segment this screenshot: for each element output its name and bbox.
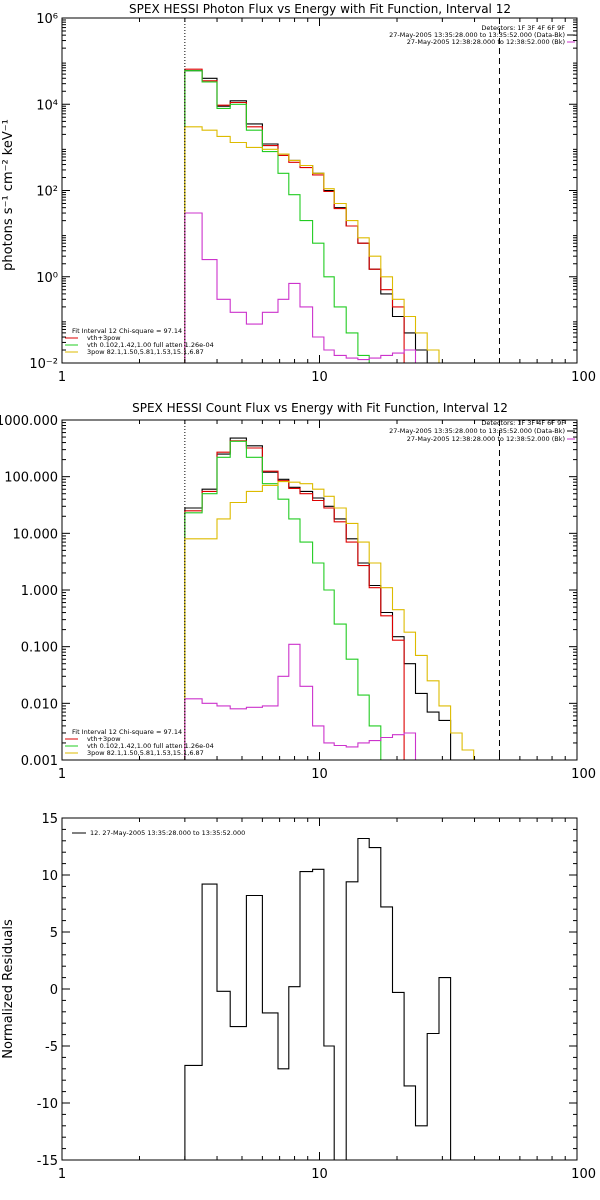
photon-series-2: [184, 70, 381, 364]
photon-legend-bottom: Fit Interval 12 Chi-square = 97.14 vth+3…: [65, 327, 214, 356]
count-legend-top-1: 27-May-2005 13:35:28.000 to 13:35:52.000…: [389, 427, 565, 435]
count-y-tick-label: 0.010: [21, 697, 58, 712]
count-y-tick-label: 0.001: [21, 754, 58, 769]
count-y-tick-label: 1000.000: [0, 414, 58, 429]
photon-y-ticks: 10⁻² 10⁰ 10² 10⁴ 10⁶: [29, 12, 577, 372]
residuals-y-tick-label: 10: [41, 869, 58, 884]
photon-legend-top-1: 27-May-2005 13:35:28.000 to 13:35:52.000…: [389, 31, 565, 39]
count-legend-top-0: Detectors: 1F 3F 4F 6F 9F: [481, 419, 565, 427]
count-series-1: [184, 440, 405, 760]
count-series-2: [184, 440, 393, 761]
residuals-series-group: [184, 837, 452, 1161]
count-x-tick-label: 10: [311, 767, 328, 782]
photon-legend-top: Detectors: 1F 3F 4F 6F 9F 27-May-2005 13…: [389, 24, 575, 46]
residuals-y-tick-label: 0: [50, 983, 58, 998]
residuals-y-tick-label: -15: [37, 1154, 58, 1169]
photon-x-tick-label: 1: [58, 370, 66, 385]
residuals-y-tick-label: 5: [50, 926, 58, 941]
photon-legend-bottom-1: vth+3pow: [87, 334, 121, 342]
photon-flux-panel: SPEX HESSI Photon Flux vs Energy with Fi…: [1, 2, 596, 385]
count-series-3: [184, 481, 486, 761]
residuals-x-ticks: 1 10 100: [58, 818, 596, 1182]
photon-chart-title: SPEX HESSI Photon Flux vs Energy with Fi…: [129, 2, 511, 16]
count-y-tick-label: 10.000: [13, 527, 59, 542]
residuals-x-tick-label: 1: [58, 1167, 66, 1182]
photon-x-ticks: 1 10 100: [58, 18, 596, 385]
photon-series-1: [184, 68, 405, 363]
count-y-tick-label: 100.000: [4, 471, 58, 486]
count-y-tick-label: 1.000: [21, 584, 58, 599]
count-legend-top-2: 27-May-2005 12:38:28.000 to 12:38:52.000…: [407, 435, 565, 443]
photon-y-tick-label: 10⁰: [36, 271, 58, 286]
photon-y-tick-label: 10²: [36, 185, 58, 200]
residuals-y-tick-label: -10: [37, 1097, 58, 1112]
count-flux-panel: SPEX HESSI Count Flux vs Energy with Fit…: [0, 401, 596, 782]
count-series-0: [184, 437, 452, 760]
photon-legend-bottom-3: 3pow 82.1,1.50,5.81,1.53,15.1,6.87: [87, 348, 204, 356]
count-legend-bottom-1: vth+3pow: [87, 735, 121, 743]
photon-legend-bottom-0: Fit Interval 12 Chi-square = 97.14: [72, 327, 182, 335]
count-x-tick-label: 100: [571, 767, 596, 782]
count-x-tick-label: 1: [58, 767, 66, 782]
photon-series-4: [184, 212, 417, 363]
photon-legend-top-0: Detectors: 1F 3F 4F 6F 9F: [481, 24, 565, 32]
count-chart-title: SPEX HESSI Count Flux vs Energy with Fit…: [132, 401, 508, 415]
photon-y-tick-label: 10⁶: [36, 12, 58, 27]
residuals-y-tick-label: 15: [41, 812, 58, 827]
count-vlines: [184, 420, 500, 760]
photon-vlines: [184, 18, 500, 363]
count-legend-bottom-0: Fit Interval 12 Chi-square = 97.14: [72, 728, 182, 736]
residuals-x-tick-label: 10: [311, 1167, 328, 1182]
photon-series-0: [184, 70, 428, 363]
photon-y-tick-label: 10⁴: [36, 98, 58, 113]
residuals-plot-frame: [61, 817, 578, 1161]
photon-series-3: [184, 126, 451, 364]
photon-y-axis-label: photons s⁻¹ cm⁻² keV⁻¹: [1, 119, 16, 271]
count-legend-top: Detectors: 1F 3F 4F 6F 9F 27-May-2005 13…: [389, 419, 575, 443]
count-legend-bottom-3: 3pow 82.1,1.50,5.81,1.53,15.1,6.87: [87, 749, 204, 757]
count-series-group: [184, 437, 486, 761]
count-legend-bottom-2: vth 0.102,1.42,1.00 full atten 1.26e-04: [87, 742, 214, 750]
residuals-series-0: [184, 837, 452, 1161]
residuals-y-ticks: -15 -10 -5 0 5 10 15: [37, 812, 577, 1169]
count-series-4: [184, 643, 417, 760]
photon-legend-top-2: 27-May-2005 12:38:28.000 to 12:38:52.000…: [407, 38, 565, 46]
residuals-panel: 1 10 100 -15 -10 -5 0 5 10 15 Normalized Residua…: [1, 812, 596, 1182]
residuals-x-tick-label: 100: [571, 1167, 596, 1182]
photon-x-tick-label: 10: [311, 370, 328, 385]
photon-y-tick-label: 10⁻²: [29, 357, 58, 372]
photon-plot-frame: [61, 17, 578, 364]
residuals-legend: 12. 27-May-2005 13:35:28.000 to 13:35:52…: [72, 829, 245, 837]
residuals-legend-text: 12. 27-May-2005 13:35:28.000 to 13:35:52…: [90, 829, 245, 837]
residuals-y-axis-label: Normalized Residuals: [1, 919, 16, 1059]
photon-x-tick-label: 100: [571, 370, 596, 385]
count-plot-frame: [61, 419, 578, 761]
residuals-y-tick-label: -5: [45, 1040, 58, 1055]
photon-series-group: [184, 68, 451, 364]
count-legend-bottom: Fit Interval 12 Chi-square = 97.14 vth+3…: [65, 728, 214, 757]
count-y-tick-label: 0.100: [21, 641, 58, 656]
photon-legend-bottom-2: vth 0.102,1.42,1.00 full atten 1.26e-04: [87, 341, 214, 349]
count-y-ticks: 0.001 0.010 0.100 1.000 10.000 100.000 1000.00…: [0, 414, 577, 769]
